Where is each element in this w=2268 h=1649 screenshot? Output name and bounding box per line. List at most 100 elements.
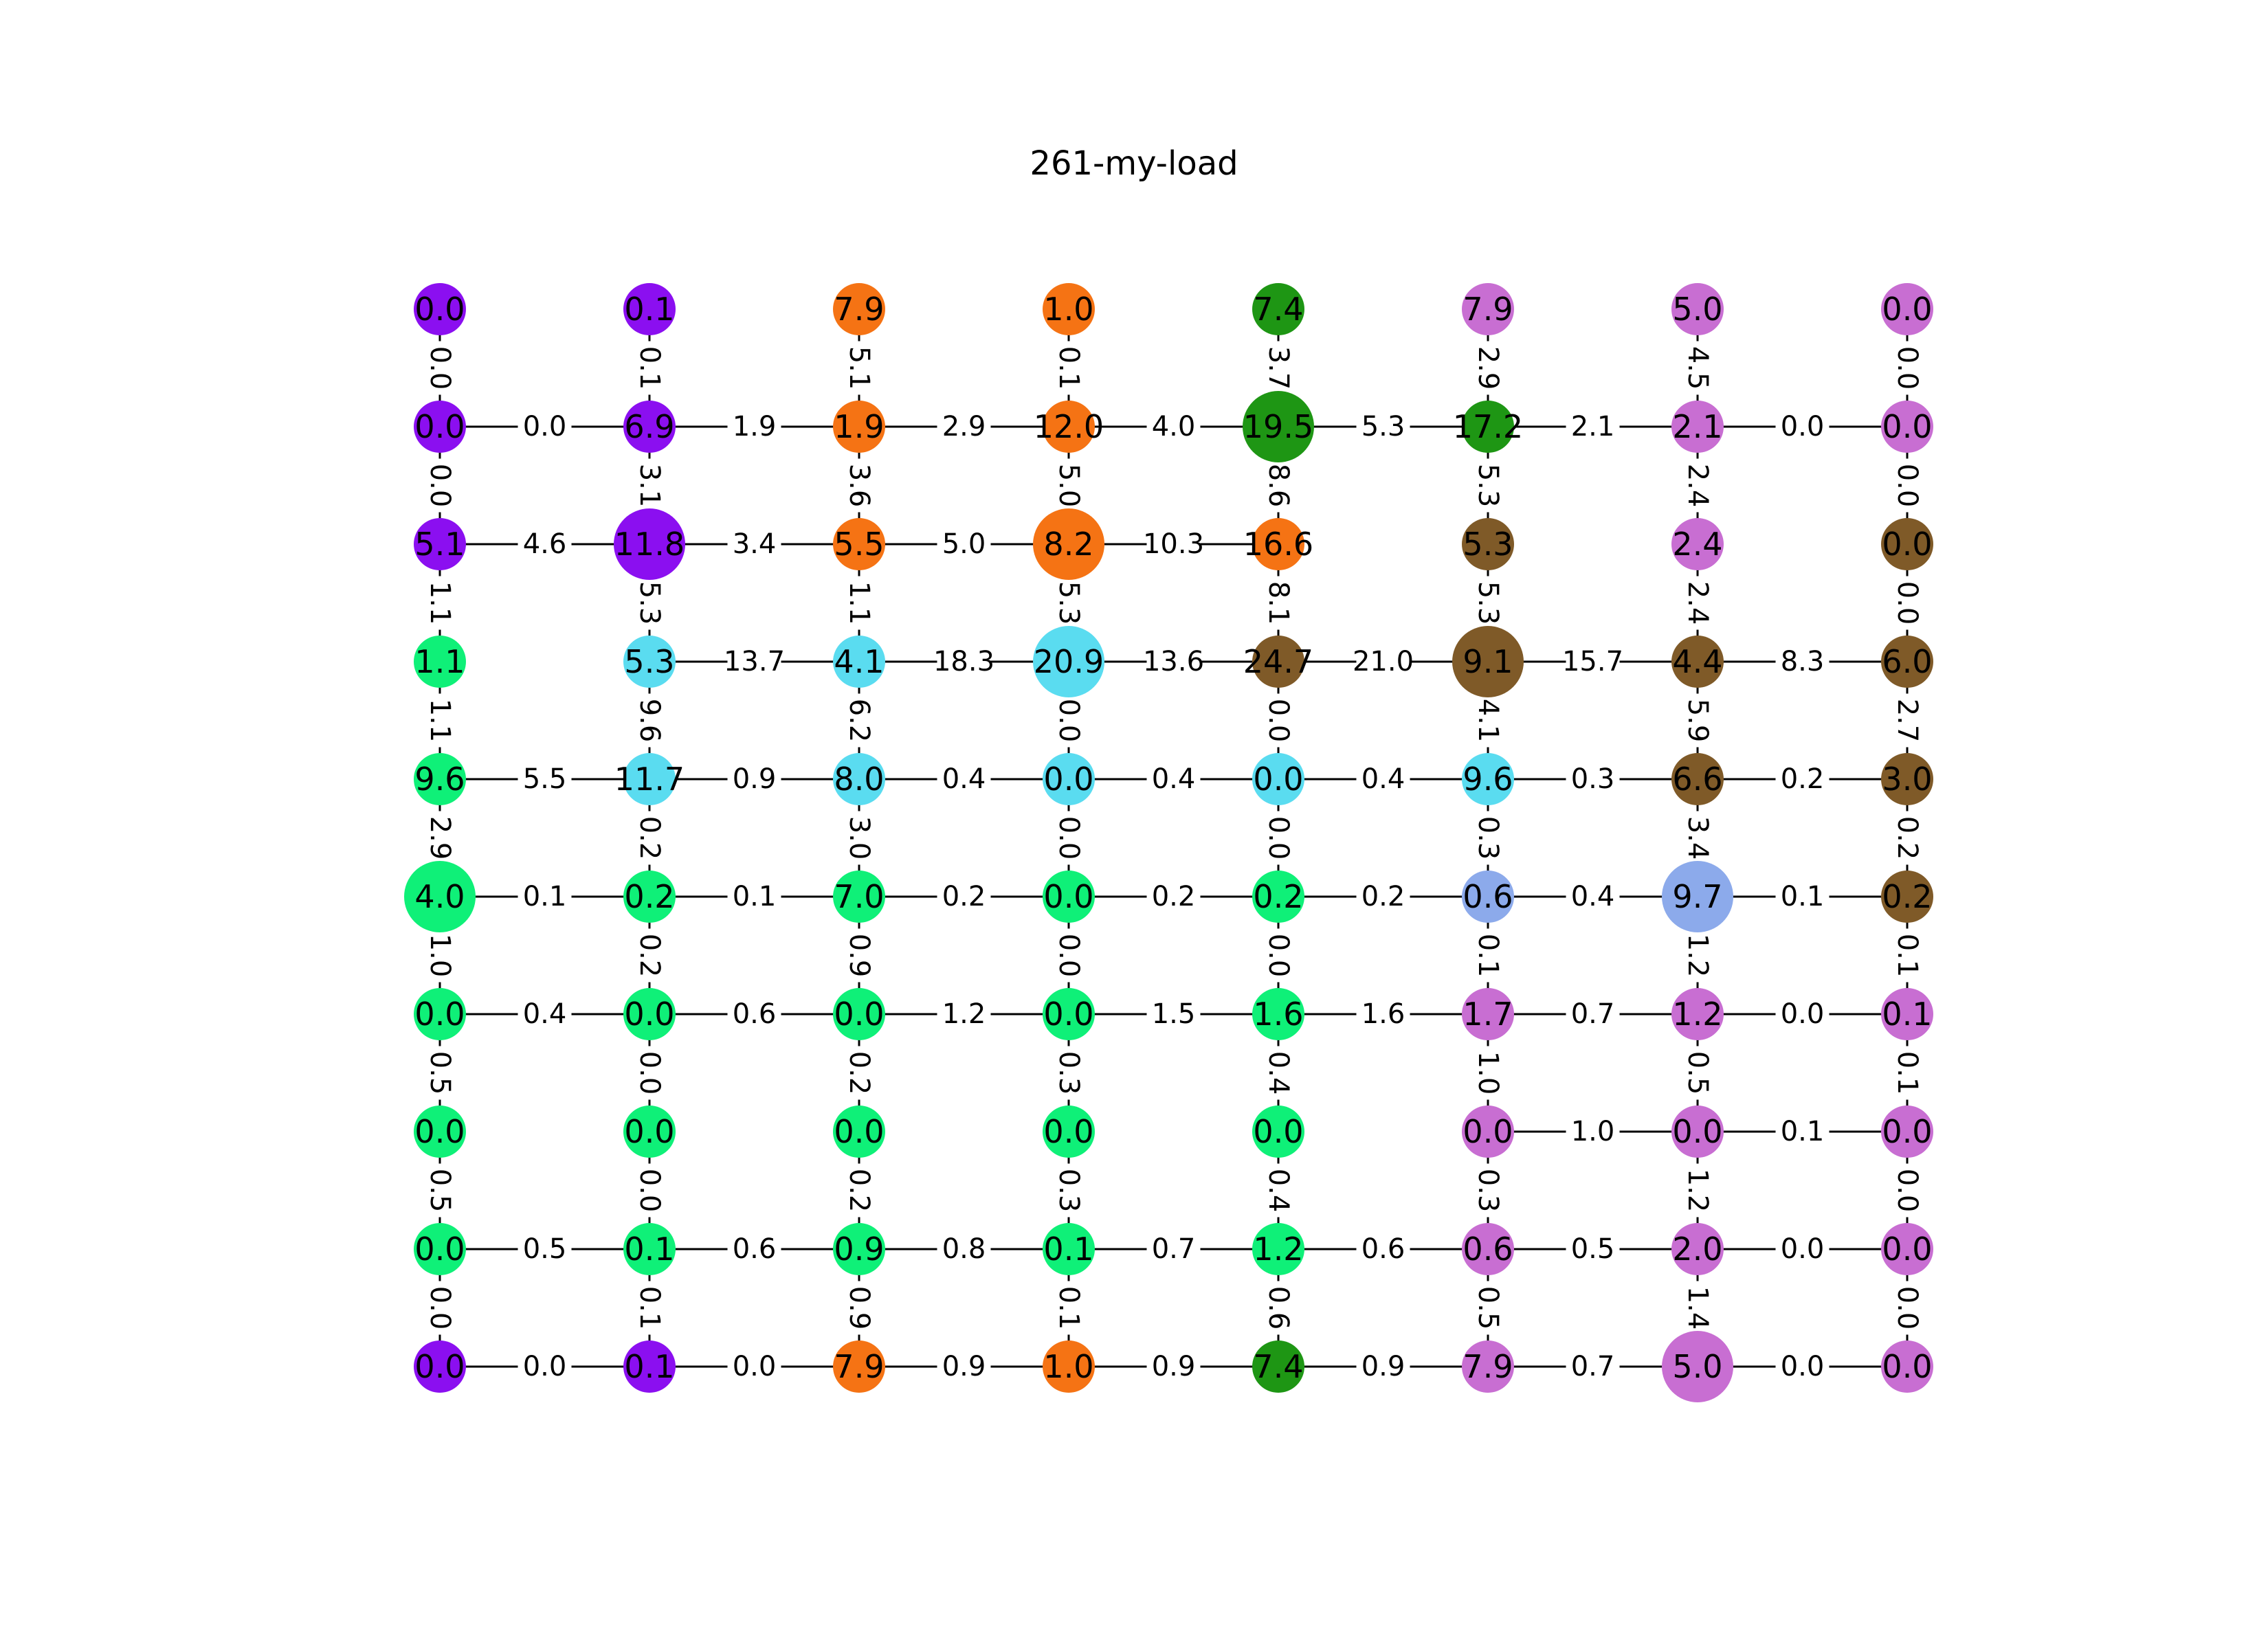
edge-weight-text: 0.4 — [1263, 1169, 1294, 1213]
edge-label: 1.1 — [424, 576, 456, 630]
edge-label: 10.3 — [1143, 528, 1204, 560]
graph-node: 12.0 — [1034, 401, 1104, 453]
edge-label-bg — [727, 998, 781, 1030]
node-value-text: 9.1 — [1463, 643, 1513, 680]
edge-weight-text: 4.0 — [1152, 411, 1196, 442]
edge-label-bg — [843, 1046, 875, 1100]
edge-label: 0.3 — [1472, 1163, 1504, 1218]
node-circle — [1462, 1106, 1514, 1158]
graph-node: 7.9 — [1462, 283, 1514, 335]
edge-weight-text: 21.0 — [1353, 646, 1414, 677]
graph-node: 19.5 — [1243, 391, 1314, 462]
edge-label-bg — [1356, 411, 1410, 442]
node-circle — [1462, 401, 1514, 453]
edge-label-bg — [634, 811, 665, 865]
node-circle — [1881, 1106, 1933, 1158]
edge-label: 15.7 — [1562, 646, 1623, 677]
node-circle — [1043, 1223, 1095, 1275]
graph-node: 8.2 — [1033, 508, 1104, 580]
edge-weight-text: 0.0 — [424, 464, 456, 508]
edge-weight-text: 0.5 — [1571, 1233, 1615, 1265]
edge-weight-text: 5.3 — [1472, 464, 1504, 508]
edge-weight-text: 0.0 — [1053, 816, 1085, 860]
edge-weight-text: 0.0 — [424, 346, 456, 390]
node-value-text: 6.0 — [1882, 643, 1932, 680]
edge-label-bg — [843, 576, 875, 630]
edge-label-bg — [1775, 411, 1830, 442]
node-value-text: 0.2 — [1882, 878, 1932, 915]
graph-node: 0.1 — [1881, 988, 1933, 1040]
edge-label-bg — [1566, 1351, 1620, 1382]
edge-weight-text: 3.7 — [1263, 346, 1294, 390]
node-value-text: 7.9 — [834, 291, 884, 328]
graph-node: 5.5 — [833, 518, 885, 570]
edge-label: 0.5 — [1472, 1281, 1504, 1335]
node-circle — [1881, 401, 1933, 453]
edge-label-bg — [1472, 458, 1504, 513]
graph-node: 0.2 — [623, 871, 676, 923]
edge-label: 0.2 — [1891, 811, 1923, 865]
node-value-text: 0.0 — [1043, 878, 1093, 915]
edge-weight-text: 3.4 — [733, 528, 777, 560]
edge-label: 4.6 — [518, 528, 572, 560]
edge-weight-text: 0.3 — [1053, 1169, 1085, 1213]
node-value-text: 1.1 — [414, 643, 465, 680]
graph-node: 0.0 — [1043, 1106, 1095, 1158]
edge-label-bg — [1566, 646, 1620, 677]
node-circle — [1671, 1223, 1724, 1275]
edge-label-bg — [1682, 811, 1713, 865]
edge-label-bg — [1263, 341, 1294, 395]
edge-label: 0.0 — [1891, 1281, 1923, 1335]
edge-label: 0.4 — [1263, 1046, 1294, 1100]
node-value-text: 5.0 — [1672, 291, 1722, 328]
edge-label: 0.5 — [424, 1163, 456, 1218]
edge-weight-text: 5.3 — [1472, 581, 1504, 625]
graph-node: 2.4 — [1671, 518, 1724, 570]
edge-weight-text: 0.4 — [1361, 763, 1405, 795]
node-value-text: 1.2 — [1253, 1231, 1303, 1268]
edge-label-bg — [1682, 1281, 1713, 1335]
edge-label: 2.1 — [1566, 411, 1620, 442]
edge-weight-text: 0.0 — [1891, 581, 1923, 625]
node-circle — [1252, 871, 1304, 923]
edge-label-bg — [424, 1046, 456, 1100]
graph-node: 0.6 — [1462, 871, 1514, 923]
edge-weight-text: 5.3 — [1361, 411, 1405, 442]
node-value-text: 16.6 — [1243, 526, 1313, 563]
edge-weight-text: 1.6 — [1361, 998, 1405, 1030]
edge-label: 0.9 — [1146, 1351, 1201, 1382]
edge-label-bg — [1775, 881, 1830, 912]
node-value-text: 1.0 — [1043, 1348, 1093, 1385]
edge-label: 0.4 — [1566, 881, 1620, 912]
edge-label: 5.0 — [1053, 458, 1085, 513]
node-value-text: 0.0 — [414, 996, 465, 1033]
edge-label: 0.5 — [518, 1233, 572, 1265]
edge-label: 4.1 — [1472, 693, 1504, 748]
edge-weight-text: 8.3 — [1781, 646, 1825, 677]
edge-label: 0.2 — [1356, 881, 1410, 912]
edge-weight-text: 0.0 — [1053, 699, 1085, 743]
node-circle — [623, 753, 676, 805]
edge-label-bg — [937, 1233, 991, 1265]
edge-weight-text: 0.2 — [634, 816, 665, 860]
edge-label-bg — [1891, 1281, 1923, 1335]
node-circle — [833, 1106, 885, 1158]
edge-weight-text: 0.2 — [634, 934, 665, 978]
edge-label: 0.1 — [1775, 881, 1830, 912]
node-value-text: 6.6 — [1672, 761, 1722, 798]
node-circle — [1881, 518, 1933, 570]
edge-label-bg — [1472, 1281, 1504, 1335]
edge-label: 0.6 — [727, 1233, 781, 1265]
node-circle — [1252, 753, 1304, 805]
node-circle — [1462, 1223, 1514, 1275]
graph-node: 0.0 — [414, 401, 466, 453]
edge-weight-text: 2.7 — [1891, 699, 1923, 743]
edge-weight-text: 0.7 — [1152, 1233, 1196, 1265]
edge-label: 0.5 — [1682, 1046, 1713, 1100]
node-value-text: 5.5 — [834, 526, 884, 563]
node-circle — [1252, 988, 1304, 1040]
edge-label-bg — [1775, 1233, 1830, 1265]
edge-label: 0.2 — [1146, 881, 1201, 912]
edge-label-bg — [424, 341, 456, 395]
graph-node: 0.0 — [1252, 1106, 1304, 1158]
